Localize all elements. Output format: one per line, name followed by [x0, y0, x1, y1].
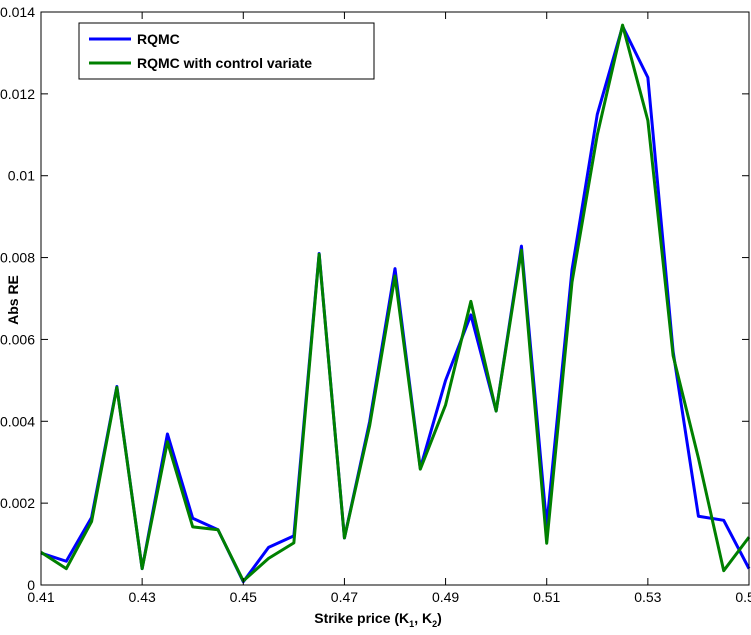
x-axis-label: Strike price (K1, K2) — [314, 610, 442, 629]
y-tick-label: 0.014 — [0, 4, 35, 20]
x-tick-label: 0.47 — [331, 589, 358, 605]
x-tick-label: 0.49 — [432, 589, 459, 605]
x-tick-label: 0.45 — [230, 589, 257, 605]
y-tick-label: 0.008 — [0, 250, 35, 266]
y-tick-label: 0.002 — [0, 495, 35, 511]
x-tick-label: 0.53 — [634, 589, 661, 605]
legend-box — [78, 22, 375, 80]
legend-label: RQMC with control variate — [137, 55, 312, 71]
y-tick-label: 0.004 — [0, 413, 35, 429]
y-tick-label: 0.006 — [0, 331, 35, 347]
axes-frame — [40, 11, 750, 586]
x-tick-label: 0.43 — [129, 589, 156, 605]
y-tick-label: 0 — [27, 577, 35, 593]
y-tick-label: 0.01 — [8, 168, 35, 184]
x-tick-label: 0.41 — [27, 589, 54, 605]
y-tick-label: 0.012 — [0, 86, 35, 102]
x-tick-label: 0.55 — [735, 589, 751, 605]
x-tick-label: 0.51 — [533, 589, 560, 605]
series-line-rqmc-control-variate — [40, 23, 751, 583]
legend-label: RQMC — [137, 31, 180, 47]
y-axis-label: Abs RE — [5, 275, 21, 325]
